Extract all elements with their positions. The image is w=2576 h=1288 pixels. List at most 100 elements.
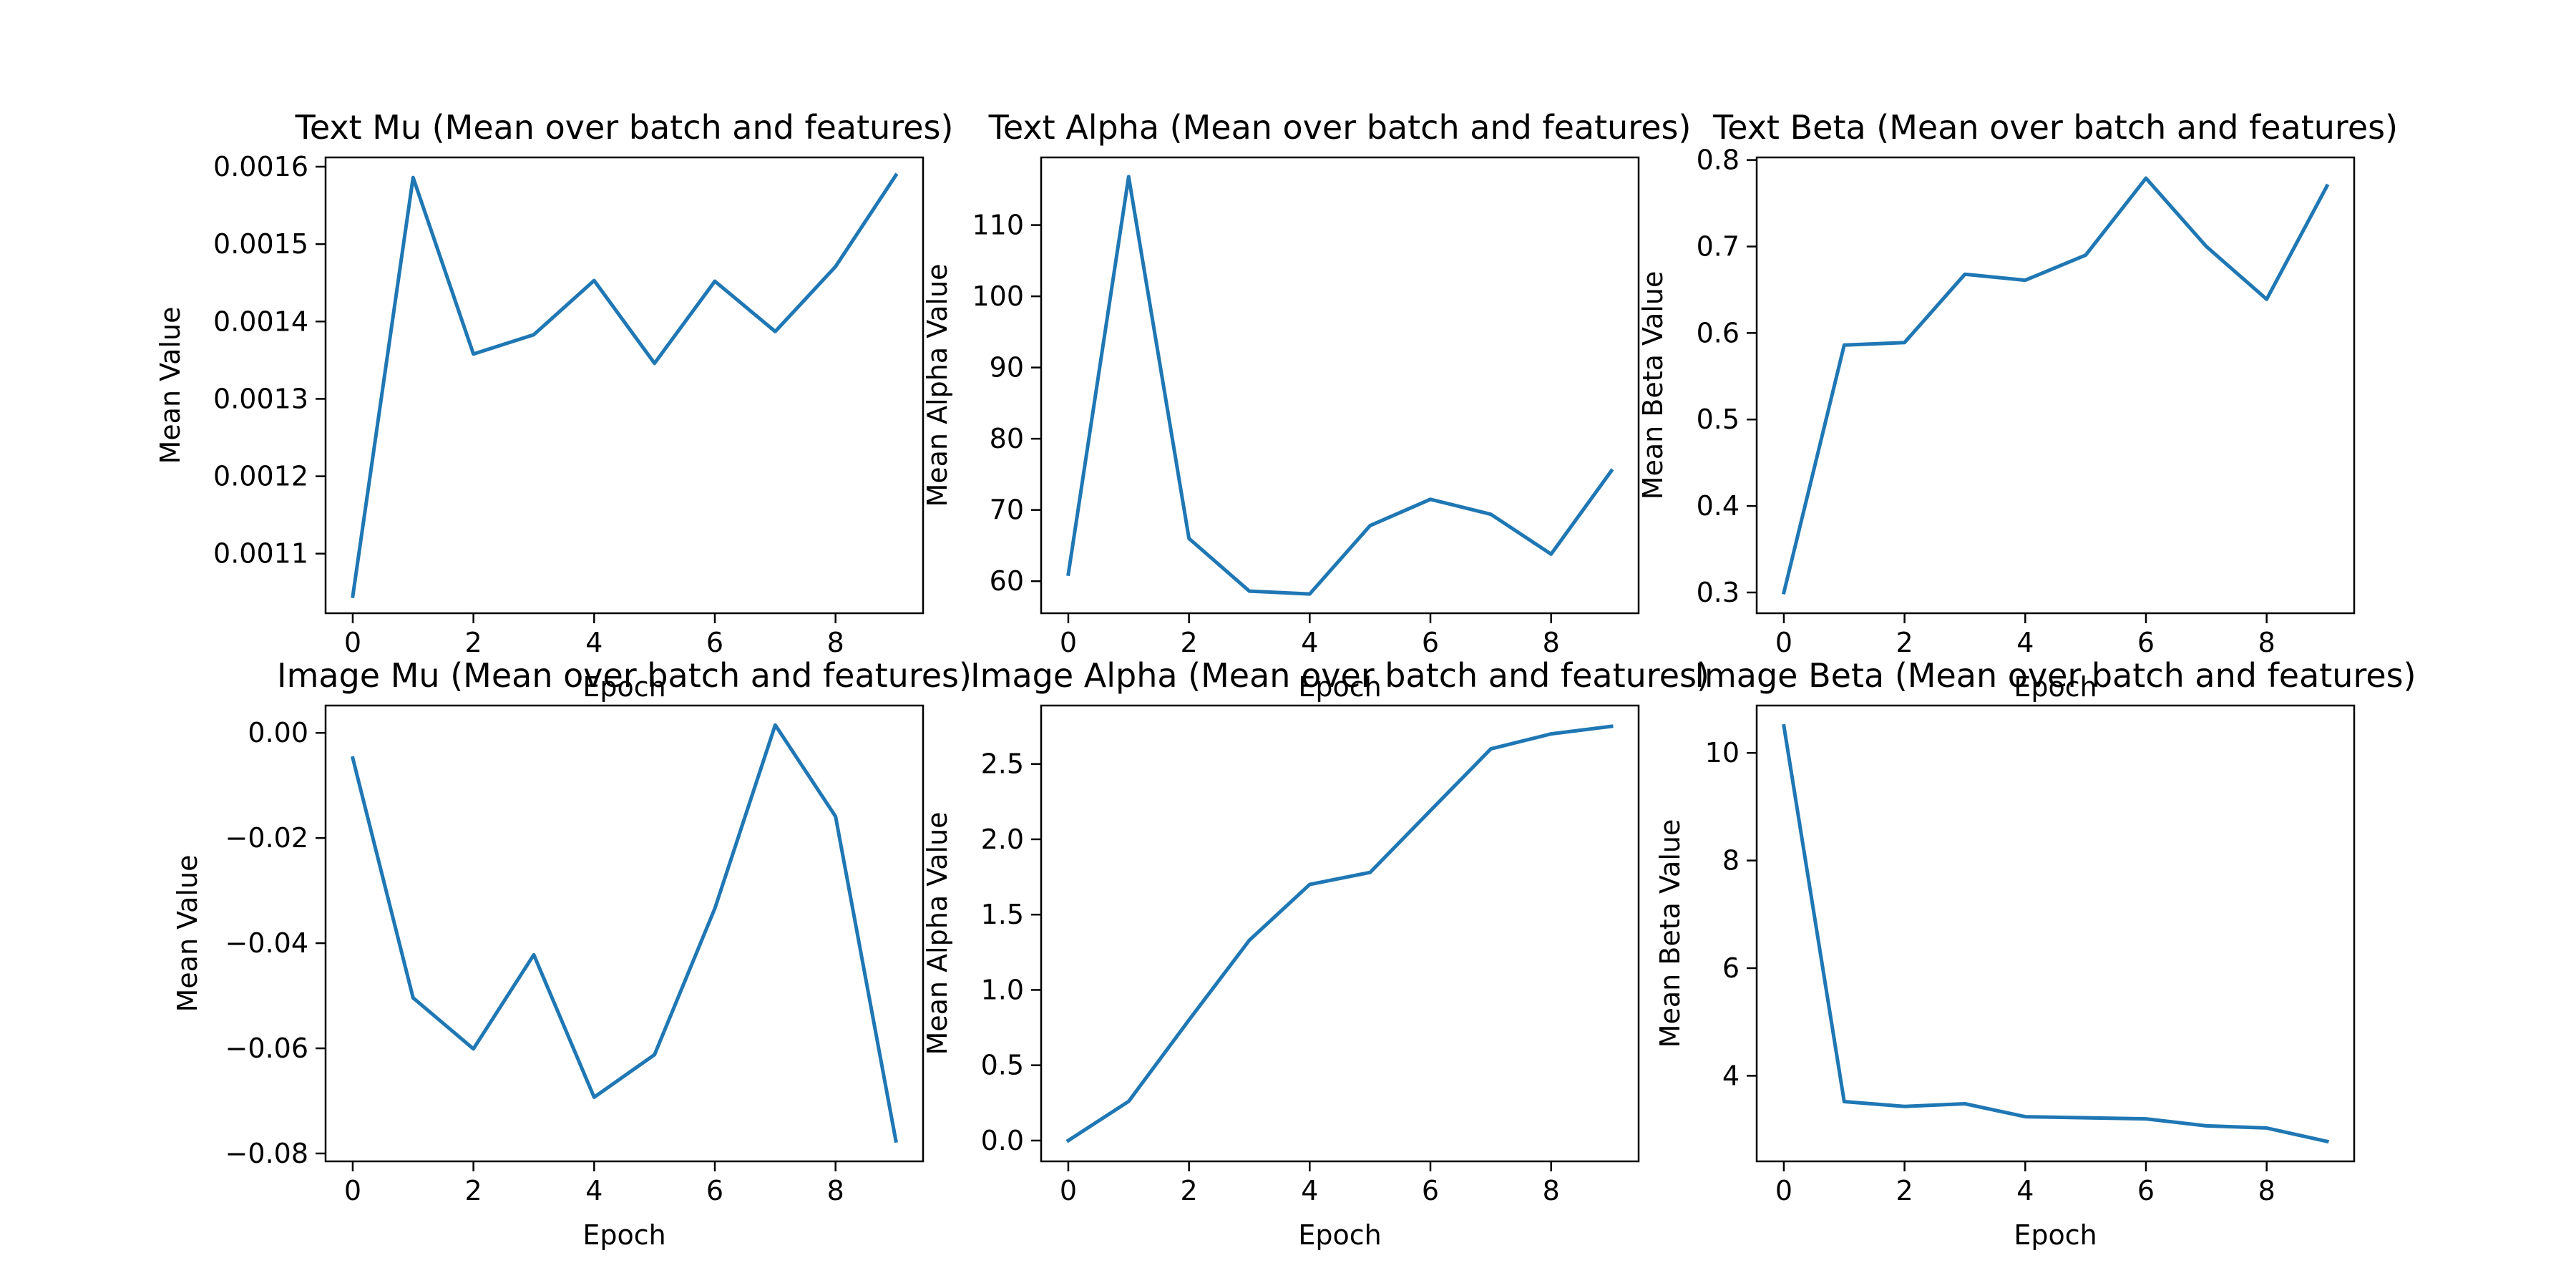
x-tick-label: 0	[344, 1175, 361, 1206]
axes-frame	[1040, 156, 1640, 615]
plot-title: Text Mu (Mean over batch and features)	[295, 108, 954, 147]
y-tick-label: 60	[990, 565, 1024, 597]
x-tick-label: 2	[1181, 627, 1198, 658]
series-line	[351, 172, 899, 599]
subplot-1: 0 2 4 6 8 0.0011 0.0012 0.0013 0.0014 0.0015 0.001…	[155, 108, 953, 703]
y-axis-label: Mean Value	[155, 307, 186, 464]
x-tick-label: 8	[827, 627, 844, 658]
x-axis-label: Epoch	[1298, 671, 1381, 703]
y-tick-label: 0.0015	[213, 228, 308, 260]
y-tick-label: 0.3	[1697, 577, 1740, 608]
y-axis-label: Mean Alpha Value	[922, 263, 953, 507]
y-axis-label: Mean Value	[172, 855, 203, 1013]
y-tick-label: −0.06	[225, 1033, 308, 1064]
y-tick-label: 100	[972, 280, 1024, 312]
y-tick-label: 0.5	[981, 1050, 1024, 1081]
axes-frame	[1755, 156, 2356, 615]
x-tick-label: 6	[2137, 1175, 2155, 1206]
x-tick-label: 6	[706, 627, 723, 658]
subplot-6: 0 2 4 6 8 4 6 8 10 Epoch Mean Beta Value Image Beta…	[1654, 656, 2416, 1251]
x-tick-label: 8	[1543, 1175, 1560, 1206]
x-tick-label: 2	[1896, 1175, 1913, 1206]
y-tick-label: −0.08	[225, 1138, 308, 1169]
axes-frame	[324, 704, 924, 1163]
series-line	[1781, 176, 2330, 595]
y-tick-label: 0.4	[1697, 490, 1740, 522]
x-tick-label: 4	[1301, 627, 1318, 658]
x-axis-label: Epoch	[2014, 671, 2097, 703]
x-tick-label: 4	[585, 1175, 602, 1206]
y-tick-label: 110	[972, 210, 1024, 241]
x-tick-label: 2	[465, 1175, 482, 1206]
x-tick-label: 6	[1422, 1175, 1439, 1206]
x-tick-label: 2	[465, 627, 482, 658]
plot-title: Image Mu (Mean over batch and features)	[277, 656, 972, 695]
y-tick-label: 0.5	[1697, 404, 1740, 435]
y-tick-label: 2.5	[981, 748, 1024, 780]
x-tick-label: 0	[1060, 1175, 1077, 1206]
x-tick-label: 2	[1181, 1175, 1198, 1206]
axes-frame	[1040, 704, 1640, 1163]
x-tick-label: 0	[1060, 627, 1077, 658]
y-tick-label: 90	[990, 352, 1024, 384]
x-tick-label: 0	[344, 627, 361, 658]
y-tick-label: 0.6	[1697, 317, 1740, 348]
y-tick-label: 70	[990, 494, 1024, 526]
x-tick-label: 6	[2137, 627, 2155, 658]
x-tick-label: 0	[1775, 1175, 1792, 1206]
y-tick-label: 0.00	[248, 717, 308, 748]
y-tick-label: 4	[1722, 1060, 1740, 1091]
y-tick-label: 0.8	[1697, 145, 1740, 176]
x-tick-label: 8	[1543, 627, 1560, 658]
x-axis-label: Epoch	[2014, 1219, 2097, 1251]
series-line	[1065, 724, 1614, 1143]
y-tick-label: −0.02	[225, 822, 308, 854]
y-tick-label: 0.0016	[213, 151, 308, 182]
x-axis-label: Epoch	[582, 1219, 665, 1251]
x-tick-label: 8	[2258, 627, 2275, 658]
x-axis-label: Epoch	[1298, 1219, 1381, 1251]
x-tick-label: 8	[827, 1175, 844, 1206]
y-axis-label: Mean Alpha Value	[922, 811, 953, 1055]
x-axis-label: Epoch	[582, 671, 665, 703]
y-tick-label: 0.0011	[213, 538, 308, 570]
subplot-3: 0 2 4 6 8 0.3 0.4 0.5 0.6 0.7 0.8 Epoch Mean Beta Va…	[1637, 108, 2398, 703]
y-tick-label: 0.7	[1697, 230, 1740, 262]
x-tick-label: 0	[1775, 627, 1792, 658]
plot-title: Image Alpha (Mean over batch and feature…	[970, 656, 1709, 695]
x-tick-label: 2	[1896, 627, 1913, 658]
y-tick-label: 80	[990, 423, 1024, 454]
subplot-2: 0 2 4 6 8 60 70 80 90 100 110 Epoch Mean Alpha Value…	[922, 108, 1691, 703]
y-tick-label: 0.0013	[213, 383, 308, 414]
y-axis-label: Mean Beta Value	[1637, 271, 1669, 500]
plot-title: Text Alpha (Mean over batch and features…	[988, 108, 1692, 147]
series-line	[1066, 175, 1614, 596]
y-tick-label: 10	[1705, 737, 1740, 769]
axes-frame	[324, 156, 924, 615]
x-tick-label: 8	[2258, 1175, 2275, 1206]
axes-frame	[1755, 704, 2356, 1163]
x-tick-label: 6	[1422, 627, 1439, 658]
subplot-5: 0 2 4 6 8 0.0 0.5 1.0 1.5 2.0 2.5 Epoch Mean Alpha V…	[922, 656, 1709, 1251]
x-tick-label: 4	[2016, 627, 2034, 658]
y-tick-label: 1.5	[981, 899, 1024, 930]
y-tick-label: 6	[1722, 952, 1740, 984]
x-tick-label: 4	[1301, 1175, 1318, 1206]
y-tick-label: 0.0012	[213, 461, 308, 492]
x-tick-label: 4	[2016, 1175, 2034, 1206]
y-tick-label: 0.0014	[213, 306, 308, 337]
series-line	[350, 723, 898, 1143]
y-tick-label: 8	[1722, 845, 1740, 877]
series-line	[1782, 723, 2329, 1144]
plot-title: Text Beta (Mean over batch and features)	[1712, 108, 2398, 147]
y-tick-label: 0.0	[981, 1125, 1024, 1156]
y-tick-label: −0.04	[225, 927, 308, 959]
subplot-4: 0 2 4 6 8 −0.08 −0.06 −0.04 −0.02 0.00 Epoch Mean V…	[172, 656, 972, 1251]
y-tick-label: 1.0	[981, 974, 1024, 1005]
plot-title: Image Beta (Mean over batch and features…	[1694, 656, 2416, 695]
y-axis-label: Mean Beta Value	[1654, 819, 1686, 1048]
x-tick-label: 4	[585, 627, 602, 658]
y-tick-label: 2.0	[981, 824, 1024, 855]
x-tick-label: 6	[706, 1175, 723, 1206]
